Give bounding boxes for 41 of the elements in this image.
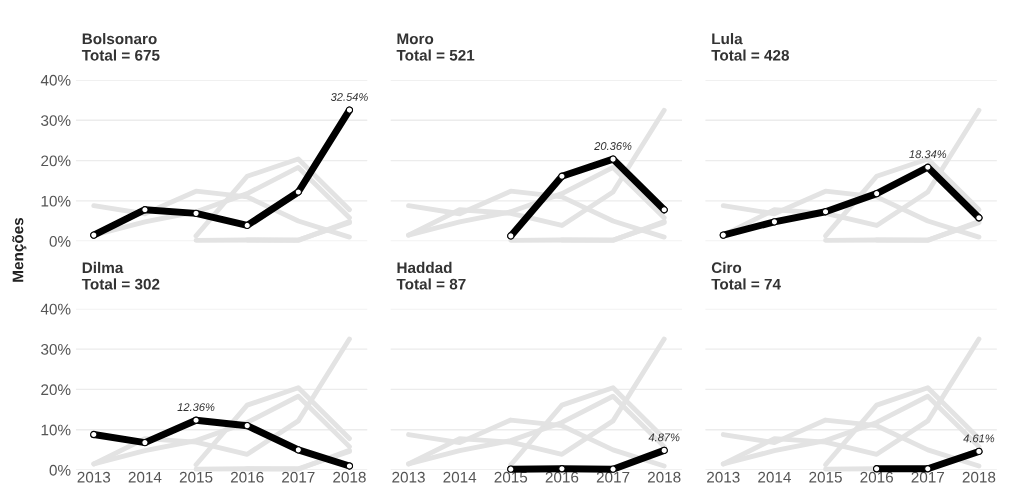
data-label: 4.61% [963,434,995,443]
x-tick-label: 2018 [962,471,996,483]
x-tick-label: 2016 [545,471,579,483]
y-tick-label: 20% [41,155,71,167]
y-tick-label: 40% [40,303,71,315]
x-tick-label: 2013 [77,471,111,483]
chart-title: Haddad Total = 87 [396,261,466,290]
data-label: 20.36% [594,142,632,150]
x-tick-label: 2014 [443,471,477,483]
y-tick-label: 0% [49,236,71,247]
x-tick-label: 2017 [911,471,945,483]
y-tick-label: 20% [41,384,71,396]
data-label: 18.34% [909,150,947,159]
x-tick-label: 2014 [128,471,162,483]
x-tick-label: 2015 [179,471,213,483]
x-tick-label: 2016 [230,471,264,483]
data-label: 12.36% [177,403,215,412]
y-tick-label: 30% [41,344,71,355]
data-label: 32.54% [330,93,368,101]
chart-title: Ciro Total = 74 [711,261,781,290]
x-tick-label: 2017 [596,471,630,483]
x-tick-label: 2015 [494,471,528,483]
y-axis-title: Menções [12,217,27,282]
chart-title: Moro Total = 521 [396,33,475,61]
x-tick-label: 2017 [282,471,315,483]
x-tick-label: 2014 [758,471,791,483]
x-tick-label: 2018 [333,471,366,483]
chart-title: Lula Total = 428 [711,33,790,61]
chart-title: Dilma Total = 302 [81,261,160,290]
y-tick-label: 10% [41,424,71,436]
x-tick-label: 2013 [392,471,425,483]
x-tick-label: 2016 [860,471,893,483]
x-tick-label: 2013 [707,471,740,483]
y-tick-label: 40% [40,74,71,86]
x-tick-label: 2015 [809,471,842,483]
data-label: 4.87% [648,433,680,442]
y-tick-label: 10% [41,195,71,207]
y-tick-label: 0% [49,464,71,476]
chart-title: Bolsonaro Total = 675 [81,33,160,61]
y-tick-label: 30% [41,115,71,126]
x-tick-label: 2018 [647,471,681,483]
